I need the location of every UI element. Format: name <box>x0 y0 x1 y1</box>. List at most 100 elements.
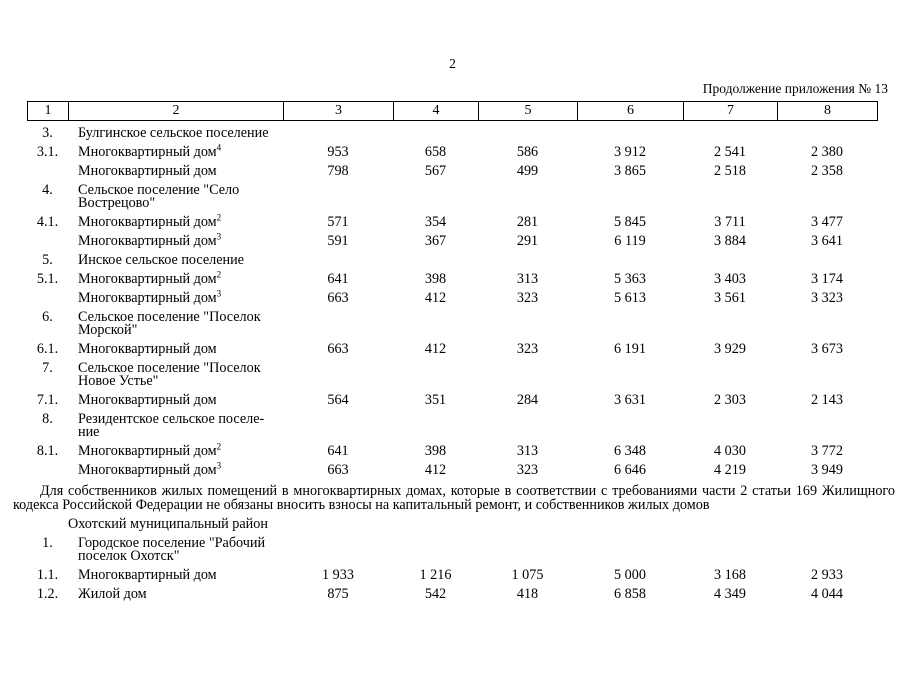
table-row: 5. Инское сельское поселение <box>27 248 877 267</box>
value-cell <box>393 356 478 388</box>
footnote-marker: 3 <box>216 460 222 471</box>
value-cell: 418 <box>516 586 539 602</box>
value-cell <box>478 121 577 140</box>
row-name: Многоквартирный дом3 <box>78 460 222 478</box>
value-cell <box>577 178 683 210</box>
value-cell: 564 <box>327 392 349 408</box>
value-cell <box>577 356 683 388</box>
value-cell: 3 641 <box>811 233 843 249</box>
value-cell: 3 561 <box>714 290 746 306</box>
value-cell: 953 <box>327 144 349 160</box>
value-cell: 351 <box>424 392 447 408</box>
value-cell: 6 646 <box>614 462 646 478</box>
value-cell <box>683 407 777 439</box>
value-cell <box>393 512 478 531</box>
value-cell: 6 858 <box>614 586 646 602</box>
value-cell: 499 <box>516 163 539 179</box>
note-paragraph: Для собственников жилых помещений в мног… <box>13 483 895 513</box>
row-number: 4. <box>42 182 53 198</box>
value-cell: 663 <box>327 341 349 357</box>
value-cell <box>577 531 683 563</box>
value-cell: 3 929 <box>714 341 746 357</box>
value-cell <box>683 248 777 267</box>
table-row: Многоквартирный дом 798 567 499 3 865 2 518 2 … <box>27 159 877 178</box>
settlements-table-bottom: Охотский муниципальный район 1. Городское … <box>27 512 877 601</box>
value-cell: 663 <box>327 290 349 306</box>
value-cell: 1 216 <box>419 567 452 583</box>
table-row: 1.2. Жилой дом 875 542 418 6 858 4 349 4 044 <box>27 582 877 601</box>
value-cell: 586 <box>516 144 539 160</box>
footnote-marker: 3 <box>216 231 222 242</box>
row-number: 5.1. <box>36 271 59 287</box>
value-cell: 6 191 <box>614 341 646 357</box>
row-number: 7. <box>42 360 53 376</box>
value-cell <box>777 407 877 439</box>
value-cell: 281 <box>516 214 539 230</box>
value-cell <box>283 248 393 267</box>
row-number: 8. <box>42 411 53 427</box>
value-cell: 4 030 <box>714 443 746 459</box>
row-name: Булгинское сельское поселение <box>78 125 269 141</box>
value-cell: 3 884 <box>714 233 746 249</box>
value-cell <box>283 305 393 337</box>
table-row: 6. Сельское поселение "Поселок Морской" <box>27 305 877 337</box>
column-number-row: 1 2 3 4 5 6 7 8 <box>27 101 878 121</box>
value-cell: 3 477 <box>811 214 843 230</box>
value-cell <box>283 512 393 531</box>
row-number <box>27 159 68 178</box>
value-cell <box>393 178 478 210</box>
value-cell: 3 673 <box>811 341 843 357</box>
value-cell: 323 <box>516 462 539 478</box>
row-number: 6.1. <box>36 341 59 357</box>
value-cell: 658 <box>424 144 447 160</box>
value-cell <box>393 121 478 140</box>
value-cell: 398 <box>424 443 447 459</box>
value-cell: 2 143 <box>811 392 843 408</box>
value-cell: 398 <box>424 271 447 287</box>
table-row: 7. Сельское поселение "Поселок Новое Усть… <box>27 356 877 388</box>
value-cell <box>393 248 478 267</box>
value-cell <box>577 512 683 531</box>
value-cell: 641 <box>327 271 349 287</box>
value-cell <box>683 531 777 563</box>
value-cell <box>683 512 777 531</box>
value-cell <box>683 305 777 337</box>
value-cell: 4 044 <box>811 586 843 602</box>
value-cell: 6 348 <box>614 443 646 459</box>
row-number: 4.1. <box>36 214 59 230</box>
value-cell: 3 168 <box>714 567 746 583</box>
value-cell: 591 <box>327 233 349 249</box>
value-cell: 323 <box>516 341 539 357</box>
value-cell <box>478 305 577 337</box>
value-cell: 1 933 <box>322 567 354 583</box>
value-cell: 3 865 <box>614 163 646 179</box>
table-row: 3. Булгинское сельское поселение <box>27 121 877 140</box>
row-name: Сельское поселение "Село Вострецово" <box>78 182 240 211</box>
row-number: 1.2. <box>36 586 59 602</box>
value-cell <box>283 531 393 563</box>
value-cell: 3 403 <box>714 271 746 287</box>
row-name: Многоквартирный дом2 <box>78 212 222 230</box>
table-row: Охотский муниципальный район <box>27 512 877 531</box>
row-name: Многоквартирный дом <box>78 163 217 179</box>
value-cell <box>283 178 393 210</box>
value-cell <box>577 305 683 337</box>
value-cell <box>683 121 777 140</box>
value-cell <box>777 356 877 388</box>
table-row: 8.1. Многоквартирный дом2 641 398 313 6 348 4 … <box>27 439 877 458</box>
table-row: 1.1. Многоквартирный дом 1 933 1 216 1 075 5 … <box>27 563 877 582</box>
value-cell <box>777 531 877 563</box>
row-name: Резидентское сельское поселе- ние <box>78 411 265 440</box>
value-cell <box>577 248 683 267</box>
value-cell <box>283 356 393 388</box>
table-row: Многоквартирный дом3 663 412 323 5 613 3 561 3… <box>27 286 877 305</box>
value-cell <box>478 531 577 563</box>
value-cell: 663 <box>327 462 349 478</box>
row-name: Жилой дом <box>78 586 147 602</box>
value-cell: 313 <box>516 443 539 459</box>
row-number: 8.1. <box>36 443 59 459</box>
value-cell <box>393 407 478 439</box>
value-cell <box>478 178 577 210</box>
value-cell: 4 349 <box>714 586 746 602</box>
value-cell <box>393 531 478 563</box>
